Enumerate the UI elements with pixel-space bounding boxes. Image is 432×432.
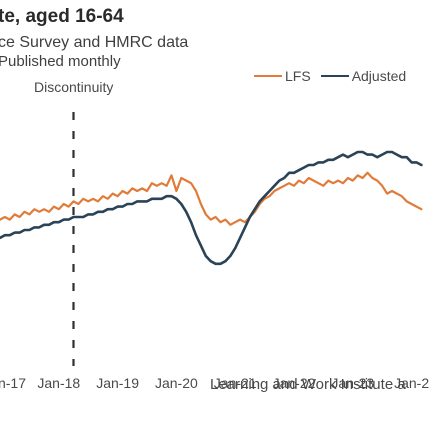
- series-line-adjusted: [0, 150, 423, 266]
- x-tick-label: Jan-22: [273, 375, 316, 391]
- legend-item-adjusted: Adjusted: [320, 68, 407, 84]
- x-axis-ticks: n-17 Jan-18 Jan-19 Jan-20 Jan-21 Jan-22 Jan-23…: [0, 375, 429, 391]
- x-tick-label: Jan-21: [214, 375, 257, 391]
- discontinuity-annotation: Discontinuity: [34, 79, 114, 95]
- x-tick-label: Jan-23: [331, 375, 374, 391]
- x-tick-label: n-17: [0, 375, 26, 391]
- series-line-lfs: [0, 171, 423, 226]
- legend-label-lfs: LFS: [285, 68, 311, 84]
- chart-title: te, aged 16-64: [0, 6, 124, 27]
- chart-subtitle: ce Survey and HMRC data: [0, 34, 189, 51]
- legend-swatch-lfs: [254, 75, 282, 77]
- x-tick-label: Jan-18: [37, 375, 80, 391]
- chart-subtitle-frequency: Published monthly: [0, 53, 121, 70]
- source-credit: Learning and Work Institute a: [210, 376, 406, 393]
- legend-swatch-adjusted: [320, 75, 349, 77]
- legend-label-adjusted: Adjusted: [351, 68, 407, 84]
- legend-item-lfs: LFS: [254, 68, 311, 84]
- x-tick-label: Jan-19: [96, 375, 139, 391]
- x-tick-label: Jan-2: [394, 375, 429, 391]
- x-tick-label: Jan-20: [155, 375, 198, 391]
- series-layer: [0, 150, 423, 266]
- legend: LFS Adjusted: [254, 68, 416, 84]
